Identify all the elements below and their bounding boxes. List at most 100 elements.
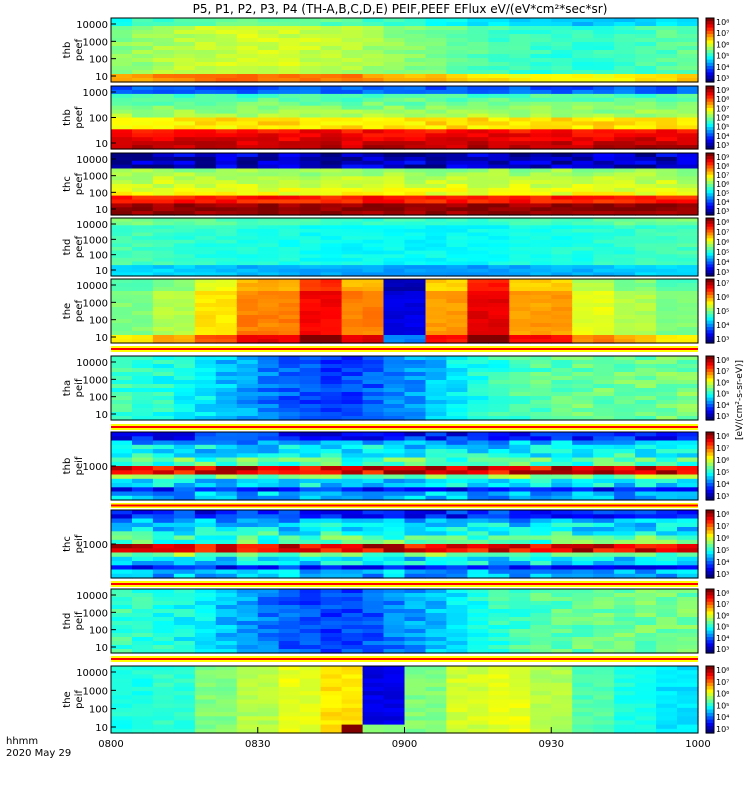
heatmap-cell (677, 593, 699, 598)
heatmap-cell (111, 315, 133, 320)
heatmap-cell (257, 645, 280, 650)
heatmap-cell (320, 153, 343, 158)
heatmap-cell (173, 544, 196, 549)
colorbar-unit-label: [eV/(cm²-s-sr-eV)] (735, 360, 745, 440)
heatmap-cell (404, 339, 427, 344)
heatmap-cell (467, 728, 489, 734)
heatmap-cell (215, 42, 238, 47)
heatmap-cell (572, 552, 594, 558)
heatmap-cell (278, 440, 301, 446)
heatmap-cell (111, 487, 133, 493)
heatmap-cell (111, 372, 133, 377)
heatmap-cell (488, 323, 510, 328)
heatmap-cell (635, 129, 657, 134)
heatmap-cell (635, 97, 657, 103)
heatmap-cell (236, 483, 259, 488)
heatmap-cell (593, 291, 615, 296)
heatmap-cell (215, 295, 238, 300)
colorbar-frame (705, 217, 715, 277)
colorbar-segment (706, 544, 714, 548)
colorbar-segment (706, 211, 714, 216)
heatmap-cell (677, 400, 699, 405)
heatmap-cell (572, 605, 594, 610)
heatmap-cell (656, 164, 678, 170)
heatmap-cell (362, 461, 385, 467)
heatmap-cell (215, 168, 238, 173)
heatmap-cell (446, 218, 468, 223)
y-tick-label: 100 (89, 393, 108, 404)
heatmap-cell (509, 478, 531, 484)
heatmap-cell (257, 728, 280, 734)
heatmap-cell (425, 228, 448, 234)
heatmap-cell (551, 712, 573, 717)
heatmap-cell (215, 89, 238, 95)
heatmap-cell (111, 466, 133, 471)
heatmap-cell (467, 605, 489, 610)
heatmap-cell (111, 228, 133, 234)
heatmap-cell (152, 470, 175, 476)
heatmap-cell (488, 531, 510, 537)
heatmap-cell (152, 327, 175, 332)
heatmap-cell (509, 625, 531, 630)
heatmap-cell (215, 22, 238, 27)
heatmap-cell (152, 404, 175, 409)
heatmap-cell (362, 589, 385, 594)
heatmap-cell (299, 678, 322, 684)
heatmap-cell (320, 121, 343, 126)
heatmap-cell (194, 678, 217, 684)
heatmap-cell (488, 261, 510, 266)
heatmap-cell (551, 327, 573, 332)
heatmap-cell (215, 376, 238, 381)
heatmap-cell (467, 54, 489, 59)
colorbar-segment (706, 452, 714, 457)
heatmap-cell (593, 225, 615, 230)
heatmap-cell (132, 388, 154, 393)
heatmap-cell (488, 66, 510, 71)
colorbar-segment (706, 455, 714, 460)
heatmap-cell (677, 272, 699, 277)
heatmap-cell (299, 243, 322, 248)
heatmap-cell (362, 160, 385, 166)
heatmap-cell (341, 432, 364, 437)
heatmap-cell (635, 261, 657, 266)
heatmap-cell (404, 34, 427, 39)
colorbar-segment (706, 187, 714, 191)
heatmap-cell (111, 436, 133, 442)
heatmap-cell (152, 22, 175, 27)
heatmap-cell (446, 556, 468, 562)
heatmap-cell (341, 440, 364, 446)
heatmap-cell (215, 66, 238, 71)
heatmap-cell (299, 54, 322, 59)
heatmap-cell (488, 50, 510, 55)
heatmap-cell (299, 593, 322, 598)
colorbar-segment (706, 62, 714, 67)
heatmap-cell (446, 573, 468, 579)
heatmap-cell (278, 712, 301, 717)
heatmap-cell (215, 510, 238, 515)
heatmap-cell (530, 470, 552, 476)
heatmap-cell (383, 172, 406, 177)
heatmap-cell (362, 621, 385, 626)
heatmap-cell (509, 311, 531, 316)
heatmap-cell (152, 491, 175, 497)
heatmap-cell (446, 335, 468, 340)
heatmap-cell (111, 695, 133, 701)
heatmap-cell (152, 609, 175, 614)
heatmap-cell (215, 707, 238, 713)
heatmap-cell (488, 74, 510, 79)
y-tick-label: 10000 (76, 155, 108, 166)
heatmap-cell (194, 86, 217, 91)
heatmap-cell (509, 18, 531, 23)
heatmap-cell (215, 453, 238, 459)
heatmap-cell (132, 239, 154, 244)
colorbar-segment (706, 232, 714, 236)
heatmap-cell (132, 257, 154, 263)
heatmap-cell (278, 535, 301, 541)
heatmap-cell (572, 239, 594, 244)
heatmap-cell (404, 78, 427, 83)
heatmap-cell (173, 573, 196, 579)
heatmap-cell (278, 250, 301, 255)
heatmap-cell (551, 633, 573, 638)
heatmap-cell (425, 392, 448, 397)
